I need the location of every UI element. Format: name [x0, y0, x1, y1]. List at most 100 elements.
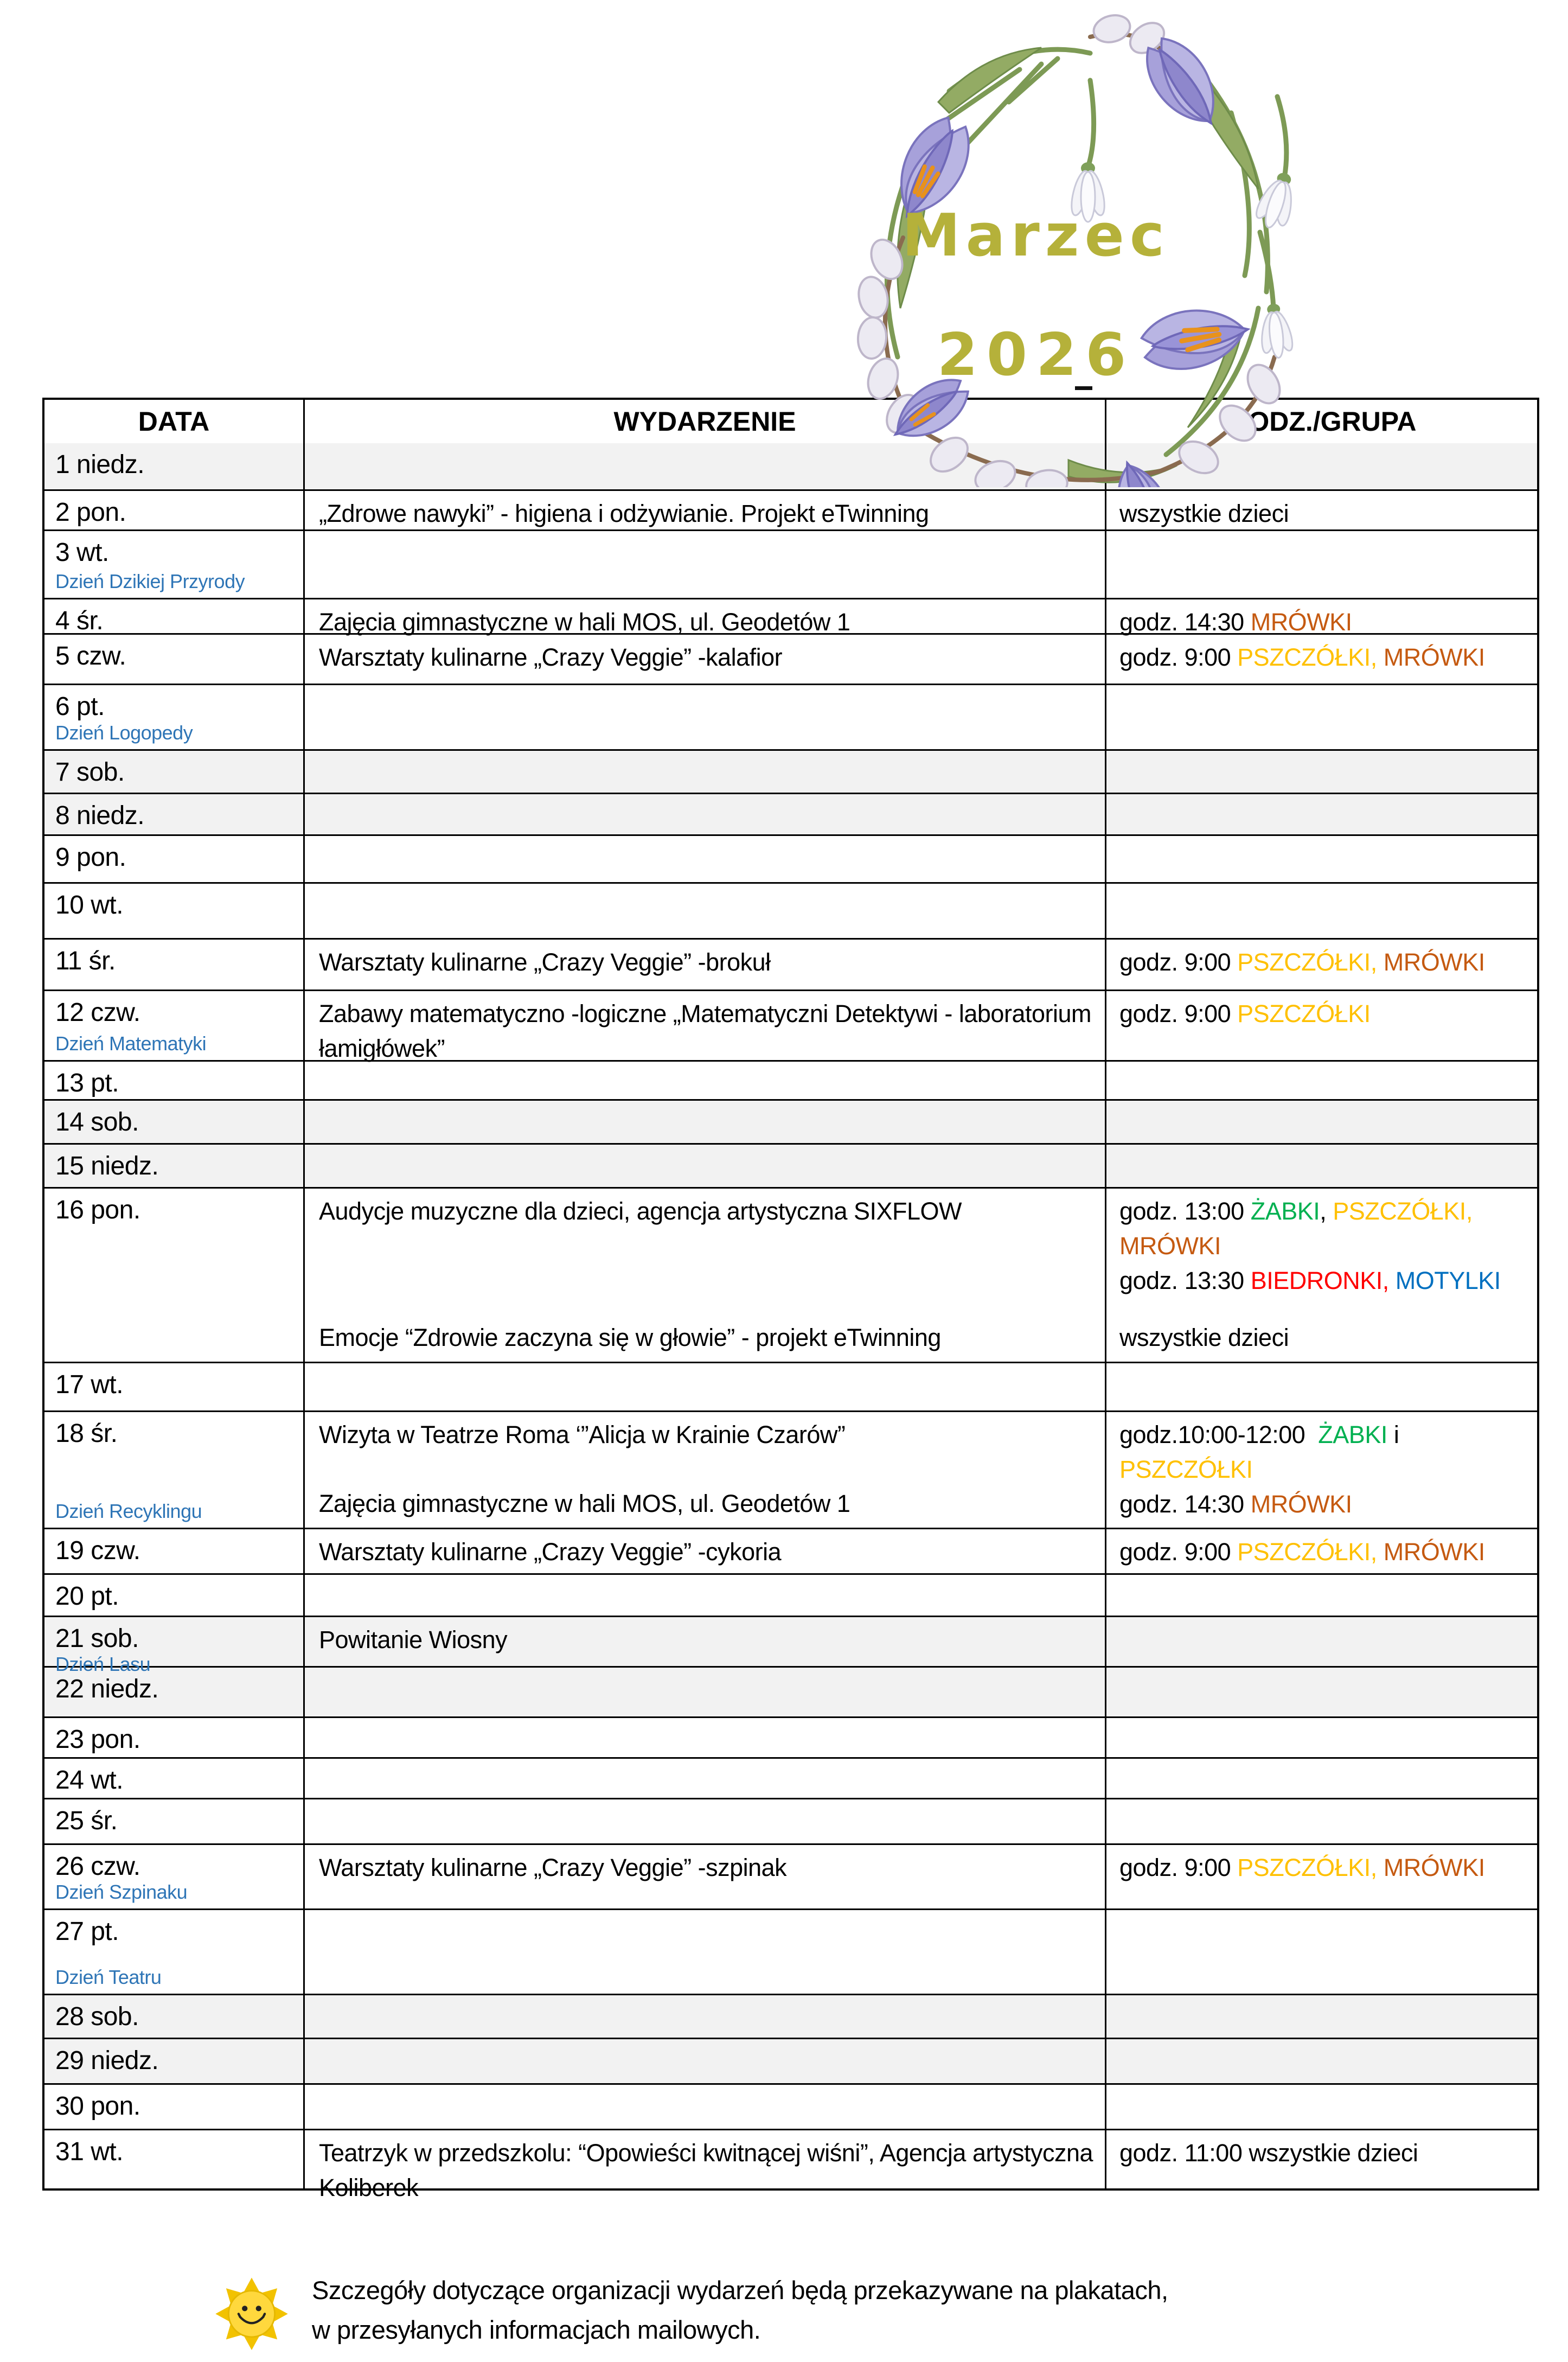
time-block: godz. 11:00 wszystkie dzieci [1119, 2136, 1532, 2171]
date-cell: 15 niedz. [44, 1145, 305, 1187]
time-cell [1106, 443, 1537, 489]
time-cell [1106, 1101, 1537, 1143]
event-text: Powitanie Wiosny [319, 1626, 508, 1654]
time-cell: wszystkie dzieci [1106, 491, 1537, 529]
event-text: Zajęcia gimnastyczne w hali MOS, ul. Geo… [319, 608, 850, 636]
date-cell: 8 niedz. [44, 794, 305, 834]
table-row: 25 śr. [44, 1798, 1537, 1843]
time-cell [1106, 531, 1537, 598]
date-cell: 5 czw. [44, 635, 305, 684]
day-observance-label: Dzień Logopedy [55, 722, 193, 744]
time-block: wszystkie dzieci [1119, 496, 1532, 531]
time-text-segment [1389, 1267, 1396, 1294]
date-label: 19 czw. [55, 1536, 140, 1565]
time-cell: godz. 11:00 wszystkie dzieci [1106, 2130, 1537, 2188]
group-name: PSZCZÓŁKI [1237, 1000, 1371, 1027]
time-text: wszystkie dzieci [1119, 496, 1532, 531]
event-cell [305, 1668, 1106, 1716]
table-row: 7 sob. [44, 749, 1537, 793]
calendar-table: DATA WYDARZENIE GODZ./GRUPA 1 niedz. 2 po… [42, 398, 1539, 2201]
time-text-segment [1377, 643, 1384, 671]
time-cell [1106, 1995, 1537, 2038]
header-data: DATA [44, 400, 305, 443]
footer-note-line2: w przesyłanych informacjach mailowych. [312, 2315, 761, 2344]
group-name: BIEDRONKI, [1250, 1266, 1390, 1294]
time-cell [1106, 836, 1537, 882]
event-cell [305, 1995, 1106, 2038]
event-text: Emocje “Zdrowie zaczyna się w głowie” - … [319, 1324, 941, 1352]
event-cell: Wizyta w Teatrze Roma ‘”Alicja w Krainie… [305, 1412, 1106, 1528]
event-cell: Warsztaty kulinarne „Crazy Veggie” -brok… [305, 940, 1106, 990]
table-row: 20 pt. [44, 1573, 1537, 1616]
event-cell [305, 2085, 1106, 2129]
time-cell: godz. 9:00 PSZCZÓŁKI, MRÓWKI [1106, 635, 1537, 684]
time-block: godz. 14:30 MRÓWKI [1119, 1487, 1532, 1522]
event-text: Audycje muzyczne dla dzieci, agencja art… [319, 1197, 962, 1225]
time-text-segment [1377, 1854, 1384, 1881]
date-cell: 31 wt. [44, 2130, 305, 2188]
date-cell: 30 pon. [44, 2085, 305, 2129]
date-label: 28 sob. [55, 2002, 139, 2031]
time-text-segment [1377, 948, 1384, 976]
time-text-segment: godz. 14:30 [1119, 608, 1251, 636]
event-cell: Warsztaty kulinarne „Crazy Veggie” -szpi… [305, 1845, 1106, 1908]
event-cell: Zajęcia gimnastyczne w hali MOS, ul. Geo… [305, 599, 1106, 636]
date-cell: 9 pon. [44, 836, 305, 882]
table-row: 11 śr. Warsztaty kulinarne „Crazy Veggie”… [44, 938, 1537, 990]
date-cell: 22 niedz. [44, 1668, 305, 1716]
table-row: 27 pt. Dzień Teatru [44, 1908, 1537, 1994]
time-cell [1106, 1668, 1537, 1716]
time-text: godz. 9:00 PSZCZÓŁKI, MRÓWKI [1119, 640, 1532, 675]
calendar-table-body: 1 niedz. 2 pon. „Zdrowe nawyki” - higiena … [44, 443, 1537, 2201]
time-text: wszystkie dzieci [1119, 1320, 1532, 1355]
header-wydarzenie: WYDARZENIE [305, 400, 1106, 443]
table-row: 18 śr. Dzień Recyklingu Wizyta w Teatrze R… [44, 1410, 1537, 1528]
date-label: 29 niedz. [55, 2046, 159, 2075]
date-label: 1 niedz. [55, 450, 145, 479]
date-label: 20 pt. [55, 1582, 119, 1611]
date-label: 9 pon. [55, 843, 126, 872]
time-text: godz. 14:30 MRÓWKI [1119, 605, 1532, 640]
date-cell: 12 czw. Dzień Matematyki [44, 991, 305, 1060]
date-cell: 20 pt. [44, 1575, 305, 1616]
time-text-segment: godz. 9:00 [1119, 643, 1238, 671]
table-row: 14 sob. [44, 1099, 1537, 1143]
time-text-segment: i [1387, 1421, 1399, 1448]
date-label: 6 pt. [55, 692, 105, 721]
date-label: 2 pon. [55, 498, 126, 527]
stray-dash-mark [1075, 386, 1092, 390]
event-cell [305, 1145, 1106, 1187]
table-header-row: DATA WYDARZENIE GODZ./GRUPA [44, 400, 1537, 443]
time-cell [1106, 794, 1537, 834]
time-text: godz. 13:30 BIEDRONKI, MOTYLKI [1119, 1263, 1532, 1298]
group-name: PSZCZÓŁKI, [1333, 1197, 1473, 1225]
event-cell: „Zdrowe nawyki” - higiena i odżywianie. … [305, 491, 1106, 529]
group-name: MOTYLKI [1395, 1266, 1501, 1294]
date-label: 13 pt. [55, 1069, 119, 1097]
date-label: 15 niedz. [55, 1152, 159, 1180]
time-block: wszystkie dzieci [1119, 1320, 1532, 1355]
date-cell: 28 sob. [44, 1995, 305, 2038]
time-text-segment: godz. 13:30 [1119, 1266, 1251, 1294]
date-cell: 27 pt. Dzień Teatru [44, 1910, 305, 1994]
date-label: 14 sob. [55, 1108, 139, 1137]
event-cell [305, 836, 1106, 882]
date-label: 8 niedz. [55, 801, 145, 830]
day-observance-label: Dzień Matematyki [55, 1032, 207, 1055]
event-text: Zabawy matematyczno -logiczne „Matematyc… [319, 1000, 1092, 1062]
date-label: 31 wt. [55, 2137, 124, 2166]
date-cell: 29 niedz. [44, 2039, 305, 2083]
table-row: 13 pt. [44, 1060, 1537, 1099]
date-label: 17 wt. [55, 1370, 124, 1399]
time-cell [1106, 685, 1537, 749]
event-text: Warsztaty kulinarne „Crazy Veggie” -szpi… [319, 1854, 787, 1881]
time-text-segment: godz. 9:00 [1119, 948, 1238, 976]
event-text: Wizyta w Teatrze Roma ‘”Alicja w Krainie… [319, 1421, 846, 1448]
time-text: godz. 9:00 PSZCZÓŁKI [1119, 997, 1532, 1031]
header-godz-grupa: GODZ./GRUPA [1227, 406, 1417, 437]
table-row: 17 wt. [44, 1362, 1537, 1410]
sun-icon [215, 2277, 288, 2350]
event-text: Zajęcia gimnastyczne w hali MOS, ul. Geo… [319, 1490, 850, 1518]
day-observance-label: Dzień Teatru [55, 1966, 162, 1989]
